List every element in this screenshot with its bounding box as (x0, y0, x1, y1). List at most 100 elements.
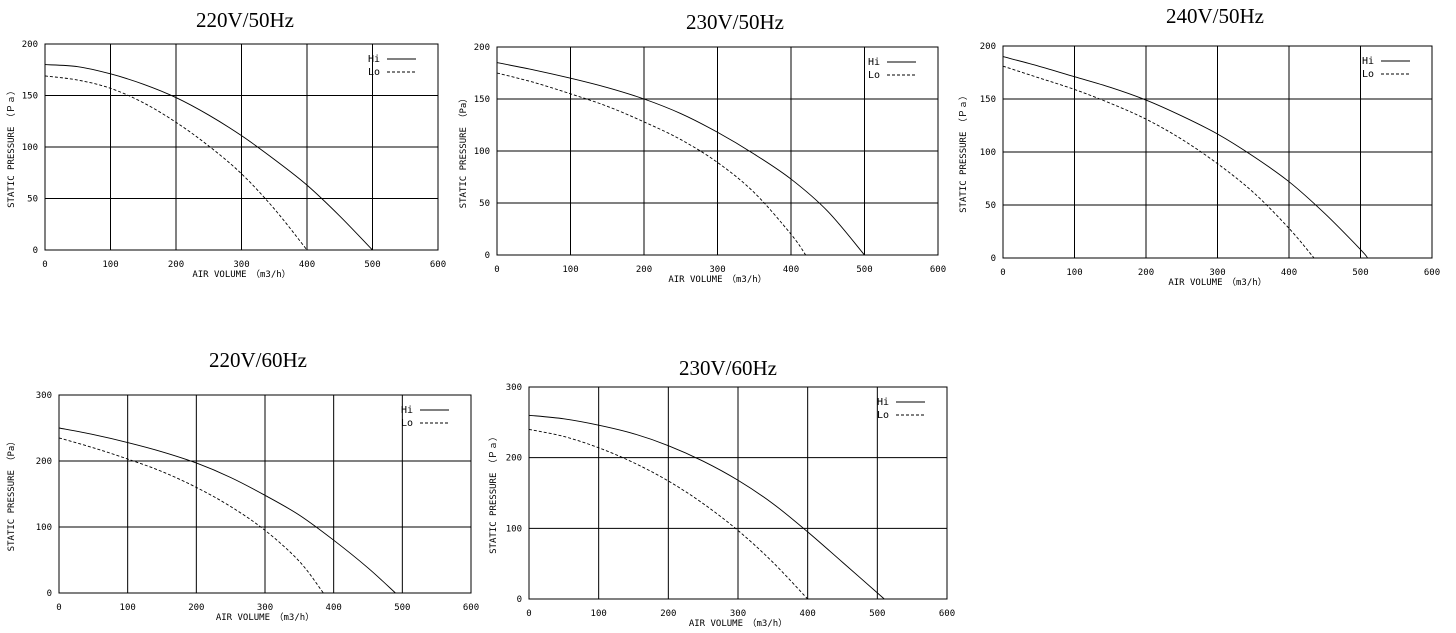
chart-title: 230V/60Hz (679, 356, 777, 380)
x-tick-label: 200 (636, 265, 652, 275)
x-tick-label: 200 (660, 609, 676, 619)
legend-label-lo: Lo (868, 70, 880, 81)
plot-frame (44, 43, 439, 251)
x-tick-label: 600 (939, 609, 955, 619)
y-axis-label: STATIC PRESSURE （Ｐａ） (6, 86, 17, 208)
series-line-hi (1002, 56, 1369, 259)
series-line-lo (528, 428, 808, 600)
y-tick-label: 50 (27, 195, 38, 205)
series-line-hi (44, 64, 373, 251)
y-tick-label: 0 (33, 246, 38, 256)
y-tick-label: 200 (22, 40, 38, 50)
plot-frame (496, 46, 939, 256)
legend-label-hi: Hi (1362, 56, 1374, 67)
y-tick-label: 200 (980, 42, 996, 52)
x-axis-label: AIR VOLUME （m3/h） (216, 612, 314, 623)
y-tick-label: 100 (474, 147, 490, 157)
y-tick-label: 300 (506, 383, 522, 393)
x-tick-label: 100 (562, 265, 578, 275)
series-line-lo (1002, 65, 1315, 259)
legend-label-hi: Hi (401, 405, 413, 416)
y-tick-label: 100 (980, 148, 996, 158)
chart-title: 240V/50Hz (1166, 4, 1264, 28)
fan-curve-chart: 0 100 200 300 400 500 600 0 50 100 150 200 Hi Lo AIR V… (958, 42, 1440, 288)
x-tick-label: 0 (526, 609, 531, 619)
y-tick-label: 100 (36, 523, 52, 533)
chart-title: 220V/60Hz (209, 348, 307, 372)
x-tick-label: 100 (102, 260, 118, 270)
x-tick-label: 300 (233, 260, 249, 270)
y-axis-label: STATIC PRESSURE （Pa） (6, 437, 17, 552)
x-tick-label: 500 (394, 603, 410, 613)
x-tick-label: 0 (42, 260, 47, 270)
x-tick-label: 100 (591, 609, 607, 619)
legend-label-lo: Lo (368, 67, 380, 78)
x-tick-label: 300 (257, 603, 273, 613)
plot-frame (58, 394, 472, 594)
fan-curve-chart: 0 100 200 300 400 500 600 0 50 100 150 200 Hi Lo AIR V… (458, 43, 946, 285)
legend-label-lo: Lo (877, 410, 889, 421)
plot-frame (1002, 45, 1433, 259)
x-tick-label: 400 (800, 609, 816, 619)
x-tick-label: 600 (1424, 268, 1440, 278)
x-tick-label: 400 (783, 265, 799, 275)
y-tick-label: 100 (506, 524, 522, 534)
series-line-lo (44, 75, 308, 251)
y-tick-label: 150 (474, 95, 490, 105)
x-tick-label: 400 (1281, 268, 1297, 278)
y-tick-label: 200 (36, 457, 52, 467)
x-axis-label: AIR VOLUME （m3/h） (689, 618, 787, 629)
x-tick-label: 100 (1066, 268, 1082, 278)
y-tick-label: 300 (36, 391, 52, 401)
x-tick-label: 0 (494, 265, 499, 275)
y-tick-label: 150 (22, 92, 38, 102)
y-tick-label: 100 (22, 143, 38, 153)
y-tick-label: 0 (991, 254, 996, 264)
series-line-hi (58, 427, 396, 594)
legend-label-lo: Lo (401, 418, 413, 429)
legend-label-hi: Hi (368, 54, 380, 65)
y-tick-label: 50 (985, 201, 996, 211)
y-tick-label: 0 (485, 251, 490, 261)
x-tick-label: 500 (869, 609, 885, 619)
y-axis-label: STATIC PRESSURE （Ｐａ） (958, 91, 969, 213)
legend-label-hi: Hi (877, 397, 889, 408)
x-tick-label: 600 (463, 603, 479, 613)
x-tick-label: 500 (856, 265, 872, 275)
series-line-hi (496, 62, 865, 256)
x-tick-label: 200 (188, 603, 204, 613)
x-axis-label: AIR VOLUME （m3/h） (1168, 277, 1266, 288)
y-tick-label: 0 (517, 595, 522, 605)
y-tick-label: 0 (47, 589, 52, 599)
x-tick-label: 400 (326, 603, 342, 613)
x-tick-label: 300 (730, 609, 746, 619)
x-tick-label: 600 (930, 265, 946, 275)
y-tick-label: 200 (474, 43, 490, 53)
fan-curve-chart: 0 100 200 300 400 500 600 0 100 200 300 Hi Lo AIR VOL… (488, 383, 955, 629)
y-axis-label: STATIC PRESSURE （Ｐａ） (488, 432, 499, 554)
x-tick-label: 300 (709, 265, 725, 275)
y-tick-label: 200 (506, 454, 522, 464)
x-tick-label: 200 (168, 260, 184, 270)
plot-frame (528, 386, 948, 600)
x-tick-label: 500 (1352, 268, 1368, 278)
x-axis-label: AIR VOLUME （m3/h） (668, 274, 766, 285)
x-tick-label: 500 (364, 260, 380, 270)
chart-title: 220V/50Hz (196, 8, 294, 32)
x-tick-label: 0 (1000, 268, 1005, 278)
legend-label-lo: Lo (1362, 69, 1374, 80)
series-line-lo (58, 437, 324, 594)
y-axis-label: STATIC PRESSURE （Pa） (458, 94, 469, 209)
series-line-hi (528, 414, 885, 600)
chart-title: 230V/50Hz (686, 10, 784, 34)
x-tick-label: 100 (120, 603, 136, 613)
x-tick-label: 200 (1138, 268, 1154, 278)
legend-label-hi: Hi (868, 57, 880, 68)
x-axis-label: AIR VOLUME （m3/h） (192, 269, 290, 280)
x-tick-label: 600 (430, 260, 446, 270)
x-tick-label: 400 (299, 260, 315, 270)
y-tick-label: 50 (479, 199, 490, 209)
x-tick-label: 300 (1209, 268, 1225, 278)
y-tick-label: 150 (980, 95, 996, 105)
fan-curve-chart: 0 100 200 300 400 500 600 0 100 200 300 Hi Lo AIR VOL… (6, 391, 479, 623)
